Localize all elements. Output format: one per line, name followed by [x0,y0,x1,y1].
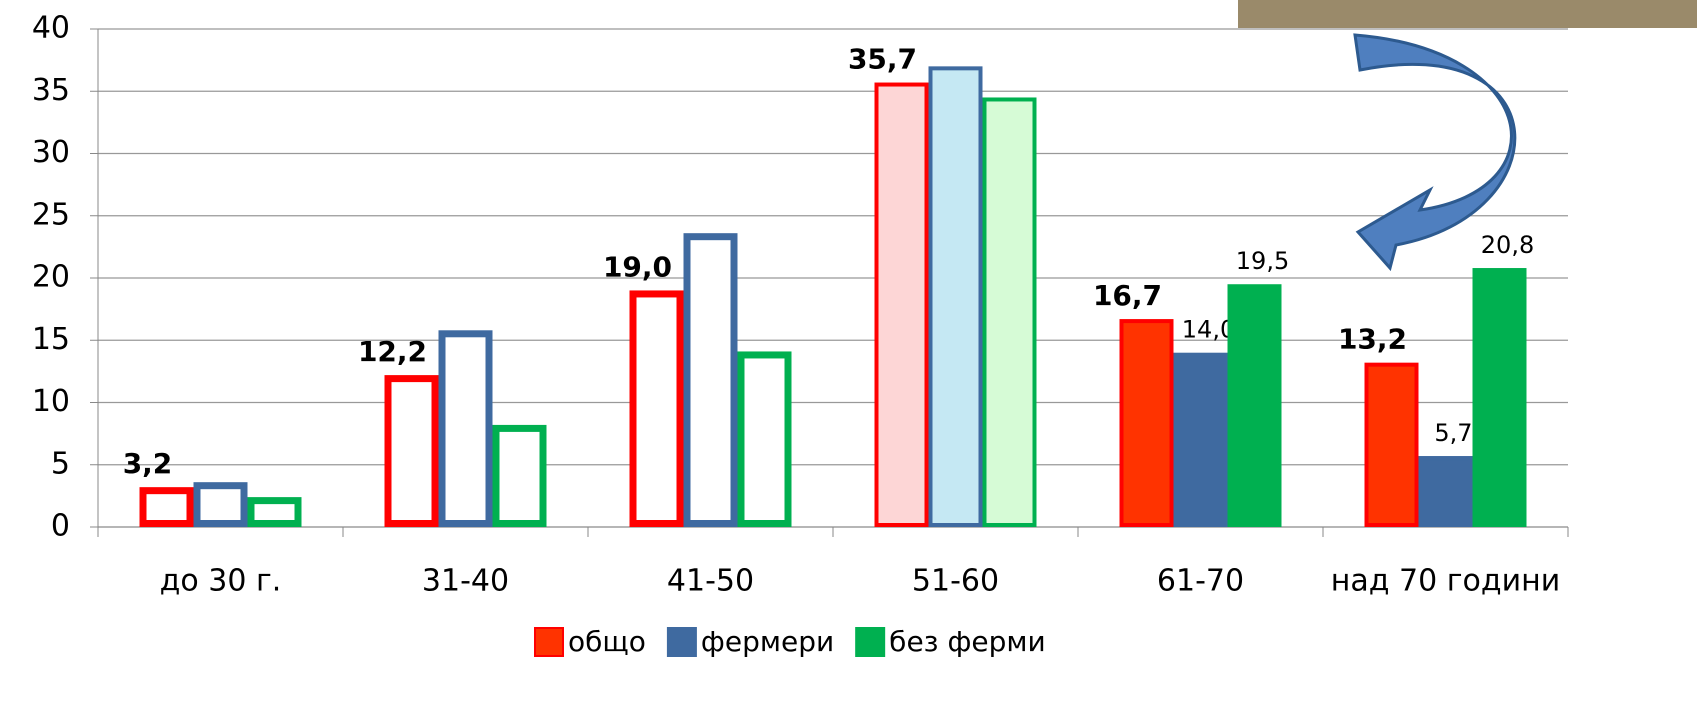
bar [683,233,738,527]
y-tick-label: 30 [32,135,70,170]
x-tick-label: до 30 г. [160,564,282,599]
data-label: 19,0 [603,250,672,283]
x-tick-label: 61-70 [1157,564,1244,599]
legend-swatch [534,627,564,657]
bar [438,330,493,528]
x-tick-label: над 70 години [1331,564,1560,599]
data-label: 19,5 [1236,247,1289,275]
x-tick-label: 31-40 [422,564,509,599]
data-label: 5,7 [1434,419,1472,447]
data-label: 16,7 [1093,279,1162,312]
bar [1173,352,1228,528]
y-tick-label: 25 [32,197,70,232]
bar [247,497,302,527]
bar [982,97,1037,527]
legend-label: общо [568,625,646,658]
legend-label: без ферми [889,625,1046,658]
data-label: 12,2 [358,335,427,368]
data-label: 35,7 [848,43,917,76]
legend-swatch [855,627,886,657]
data-label: 20,8 [1481,231,1534,259]
y-tick-label: 10 [32,384,70,419]
legend-label: фермери [701,625,834,658]
y-tick-label: 5 [51,446,70,481]
legend-swatch [666,627,697,657]
bar [1364,362,1419,527]
bar [139,487,194,528]
bar [1119,319,1174,527]
y-tick-label: 15 [32,322,70,357]
bar [384,375,439,527]
y-tick-label: 40 [32,11,70,46]
x-tick-label: 51-60 [912,564,999,599]
bar [737,351,792,527]
photo [1238,0,1697,28]
bar [193,482,248,527]
bar [1227,284,1282,527]
data-label: 14,0 [1182,316,1235,344]
x-tick-label: 41-50 [667,564,754,599]
bar [1472,268,1527,528]
data-label: 13,2 [1338,323,1407,356]
bar [492,424,547,527]
y-tick-label: 20 [32,260,70,295]
y-tick-label: 35 [32,73,70,108]
arrow [1353,33,1517,272]
bar [874,82,929,527]
y-tick-label: 0 [51,509,70,544]
bar [1418,456,1473,527]
data-label: 3,2 [123,447,173,480]
bar [928,66,983,527]
bar [629,290,684,528]
